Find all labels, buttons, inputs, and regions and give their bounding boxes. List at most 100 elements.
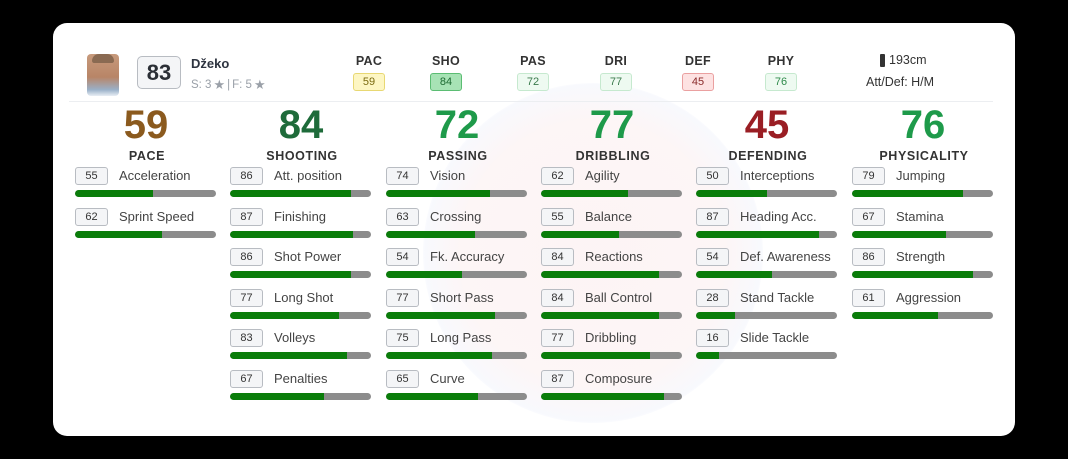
attribute-bar-fill	[386, 311, 495, 319]
attribute-row: 77 Dribbling	[541, 325, 683, 366]
summary-stat-label: PHY	[767, 54, 795, 68]
category-label: PHYSICALITY	[879, 149, 969, 163]
weak-foot-label: F: 5	[232, 79, 252, 91]
attribute-bar	[230, 392, 371, 400]
attribute-value: 77	[386, 288, 419, 307]
attribute-value: 54	[696, 248, 729, 266]
attribute-name: Shot Power	[274, 249, 342, 264]
attribute-name: Sprint Speed	[119, 208, 195, 224]
attribute-row: 65 Curve	[386, 366, 528, 407]
attribute-name: Curve	[430, 370, 465, 386]
attribute-row: 77 Short Pass	[386, 285, 528, 326]
summary-stat-label: DEF	[685, 54, 711, 68]
attribute-bar	[386, 392, 527, 400]
attribute-value: 79	[852, 167, 885, 185]
summary-stat-pas: PAS 72	[503, 54, 563, 91]
attribute-name: Def. Awareness	[740, 249, 831, 264]
attribute-bar-fill	[75, 230, 163, 238]
attribute-bar-fill	[541, 190, 629, 197]
header-divider	[69, 101, 993, 102]
attribute-value: 77	[230, 288, 263, 307]
attribute-value: 50	[696, 167, 729, 185]
summary-stat-label: DRI	[604, 54, 628, 68]
work-rates: Att/Def: H/M	[866, 75, 935, 89]
summary-stat-dri: DRI 77	[586, 54, 646, 91]
attribute-row: 86 Att. position	[230, 163, 372, 204]
attribute-row: 62 Sprint Speed	[75, 204, 217, 245]
attribute-row: 77 Long Shot	[230, 285, 372, 326]
attribute-bar-fill	[230, 352, 348, 359]
attribute-bar	[75, 190, 216, 197]
overall-rating-badge: 83	[137, 56, 181, 89]
attribute-value: 62	[541, 167, 574, 185]
category-label: SHOOTING	[266, 149, 338, 163]
player-stats-card: 83 Džeko S: 3 ★ | F: 5 ★ PAC 59 SHO 84 PAS 72…	[53, 23, 1015, 436]
category-dribbling: 77 DRIBBLING 62 Agility 55 Balance 84 Reactions…	[541, 103, 683, 406]
attribute-bar-fill	[230, 392, 325, 400]
attribute-value: 55	[75, 167, 108, 185]
attribute-row: 54 Def. Awareness	[696, 244, 838, 285]
attribute-value: 62	[75, 207, 108, 226]
summary-stat-value: 76	[765, 73, 797, 91]
attribute-bar-fill	[230, 311, 339, 319]
attribute-name: Finishing	[274, 208, 327, 224]
attribute-bar	[541, 271, 682, 278]
category-pace: 59 PACE 55 Acceleration 62 Sprint Speed	[75, 103, 217, 244]
attribute-bar-fill	[696, 311, 736, 319]
attribute-name: Dribbling	[585, 330, 637, 345]
category-shooting: 84 SHOOTING 86 Att. position 87 Finishing 86 Sh…	[230, 103, 372, 406]
attribute-bar-fill	[541, 271, 660, 278]
attribute-bar	[386, 352, 527, 359]
attribute-value: 87	[230, 207, 263, 226]
category-label: DEFENDING	[728, 149, 808, 163]
attribute-bar-fill	[541, 230, 619, 238]
attribute-name: Crossing	[430, 208, 482, 224]
attribute-bar	[541, 230, 682, 238]
attribute-value: 84	[541, 248, 574, 266]
attribute-bar-fill	[852, 230, 947, 238]
attribute-name: Agility	[585, 168, 620, 183]
star-icon: ★	[253, 77, 266, 92]
player-height: 193cm	[880, 53, 927, 67]
ruler-icon	[880, 53, 885, 67]
summary-stat-value: 84	[430, 73, 462, 91]
attribute-row: 16 Slide Tackle	[696, 325, 838, 366]
summary-stat-label: SHO	[432, 54, 460, 68]
attribute-bar-fill	[230, 190, 352, 197]
attribute-name: Short Pass	[430, 289, 494, 305]
attribute-row: 67 Stamina	[852, 204, 994, 245]
attribute-value: 87	[696, 207, 729, 226]
player-header: 83 Džeko S: 3 ★ | F: 5 ★ PAC 59 SHO 84 PAS 72…	[53, 23, 1015, 102]
skill-moves-label: S: 3	[191, 79, 212, 91]
attribute-row: 55 Balance	[541, 204, 683, 245]
attribute-row: 75 Long Pass	[386, 325, 528, 366]
attribute-name: Slide Tackle	[740, 330, 810, 345]
attribute-bar	[696, 311, 837, 319]
attribute-value: 63	[386, 207, 419, 226]
attribute-bar-fill	[696, 271, 773, 278]
summary-stat-def: DEF 45	[668, 54, 728, 91]
summary-stat-value: 59	[353, 73, 385, 91]
attribute-bar	[386, 230, 527, 238]
category-label: PACE	[128, 149, 166, 163]
category-rating: 84	[278, 103, 324, 147]
attribute-bar	[386, 311, 527, 319]
attribute-bar	[541, 190, 682, 197]
attribute-bar-fill	[696, 230, 819, 238]
attribute-name: Reactions	[585, 249, 643, 264]
category-rating: 72	[434, 103, 480, 147]
attribute-bar	[696, 352, 837, 359]
summary-stat-label: PAS	[520, 54, 546, 68]
skills-weakfoot: S: 3 ★ | F: 5 ★	[191, 77, 266, 93]
attribute-name: Vision	[430, 168, 466, 183]
attribute-bar	[852, 230, 993, 238]
attribute-bar	[852, 190, 993, 197]
attribute-bar-fill	[541, 392, 664, 400]
player-name: Džeko	[191, 56, 230, 71]
summary-stat-value: 72	[517, 73, 549, 91]
attribute-bar	[541, 392, 682, 400]
attribute-row: 87 Composure	[541, 366, 683, 407]
attribute-row: 79 Jumping	[852, 163, 994, 204]
attribute-value: 87	[541, 369, 574, 388]
attribute-value: 54	[386, 248, 419, 266]
